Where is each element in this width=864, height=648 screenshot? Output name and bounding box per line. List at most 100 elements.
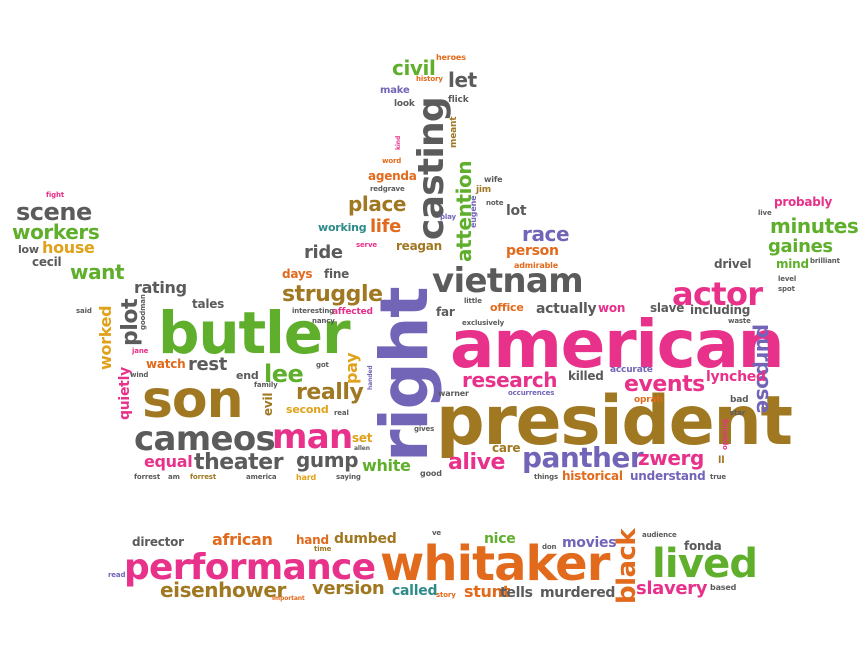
- word-butler: butler: [158, 299, 351, 367]
- word-workers: workers: [12, 220, 100, 244]
- word-ve: ve: [432, 529, 442, 537]
- word-gaines: gaines: [768, 236, 833, 257]
- word-oprah: oprah: [634, 395, 663, 405]
- word-working: working: [318, 221, 367, 234]
- word-based: based: [710, 583, 737, 592]
- word-minutes: minutes: [770, 214, 859, 238]
- word-whitaker: whitaker: [380, 536, 610, 592]
- word-panther: panther: [522, 441, 644, 474]
- word-hand: hand: [296, 533, 329, 547]
- word-slave: slave: [650, 301, 685, 315]
- word-little: little: [464, 297, 482, 305]
- word-level: level: [778, 275, 797, 283]
- word-opening: opening: [721, 419, 729, 450]
- word-lynched: lynched: [706, 369, 766, 385]
- word-mind: mind: [776, 257, 809, 271]
- word-agenda: agenda: [368, 169, 417, 183]
- word-lot: lot: [506, 203, 527, 219]
- word-brilliant: brilliant: [810, 257, 840, 265]
- word-white: white: [362, 456, 411, 475]
- word-said: said: [76, 307, 92, 315]
- word-things: things: [534, 473, 559, 481]
- word-reagan: reagan: [396, 239, 442, 253]
- word-admirable: admirable: [514, 261, 559, 270]
- word-let: let: [448, 68, 477, 92]
- word-vietnam: vietnam: [432, 261, 584, 301]
- word-important: important: [272, 595, 305, 602]
- word-performance: performance: [124, 547, 376, 588]
- word-audience: audience: [642, 531, 677, 539]
- word-nice: nice: [484, 531, 516, 547]
- word-gump: gump: [296, 448, 359, 472]
- word-man: man: [272, 417, 353, 457]
- word-occurrences: occurrences: [508, 389, 555, 397]
- word-dumbed: dumbed: [334, 531, 397, 547]
- word-make: make: [380, 85, 410, 96]
- word-nancy: nancy: [312, 317, 335, 325]
- word-spot: spot: [778, 285, 795, 293]
- word-good: good: [420, 469, 442, 478]
- word-right: right: [366, 287, 443, 462]
- word-movies: movies: [562, 535, 617, 551]
- word-kind: kind: [395, 135, 402, 150]
- word-look: look: [394, 99, 415, 109]
- word-true: true: [710, 473, 726, 481]
- word-eisenhower: eisenhower: [160, 578, 287, 602]
- word-word: word: [382, 157, 402, 165]
- word-low: low: [18, 243, 39, 256]
- word-drivel: drivel: [714, 257, 752, 271]
- word-events: events: [624, 372, 705, 397]
- word-civil: civil: [392, 56, 436, 80]
- word-slavery: slavery: [636, 578, 708, 599]
- word-actually: actually: [536, 301, 597, 317]
- word-theater: theater: [194, 450, 284, 475]
- word-called: called: [392, 583, 438, 599]
- word-director: director: [132, 535, 184, 549]
- word-office: office: [490, 301, 524, 314]
- word-end: end: [236, 369, 259, 382]
- word-story: story: [436, 591, 456, 599]
- word-place: place: [348, 192, 407, 216]
- word-struggle: struggle: [282, 282, 383, 307]
- word-wife: wife: [484, 175, 503, 184]
- word-exclusively: exclusively: [462, 319, 505, 327]
- word-watch: watch: [146, 357, 186, 371]
- word-ll: ll: [718, 455, 725, 466]
- word-history: history: [416, 75, 443, 83]
- word-warner: warner: [438, 389, 469, 398]
- word-saying: saying: [336, 473, 361, 481]
- word-equal: equal: [144, 452, 193, 471]
- word-real: real: [334, 409, 349, 417]
- word-got: got: [316, 361, 329, 369]
- word-america: america: [246, 473, 277, 481]
- word-son: son: [142, 370, 244, 430]
- word-fonda: fonda: [684, 539, 722, 553]
- word-killed: killed: [568, 369, 604, 383]
- word-jim: jim: [476, 185, 492, 195]
- word-hard: hard: [296, 473, 317, 482]
- word-version: version: [312, 578, 385, 599]
- word-family: family: [254, 381, 278, 389]
- word-am: am: [168, 473, 180, 481]
- word-fight: fight: [46, 191, 65, 199]
- word-scene: scene: [16, 198, 92, 226]
- word-gives: gives: [414, 425, 435, 433]
- word-note: note: [486, 199, 504, 207]
- word-life: life: [370, 216, 401, 237]
- word-set: set: [352, 431, 373, 445]
- word-actor: actor: [672, 275, 763, 313]
- word-heroes: heroes: [436, 53, 466, 62]
- word-allen: allen: [354, 445, 370, 452]
- word-want: want: [70, 260, 125, 284]
- word-far: far: [436, 305, 455, 319]
- word-time: time: [314, 545, 332, 553]
- word-research: research: [462, 368, 558, 392]
- word-ride: ride: [304, 242, 343, 263]
- word-meant: meant: [449, 116, 459, 148]
- word-live: live: [758, 209, 772, 217]
- word-african: african: [212, 530, 273, 549]
- word-redgrave: redgrave: [370, 185, 405, 193]
- word-jane: jane: [132, 347, 149, 355]
- word-second: second: [286, 403, 329, 416]
